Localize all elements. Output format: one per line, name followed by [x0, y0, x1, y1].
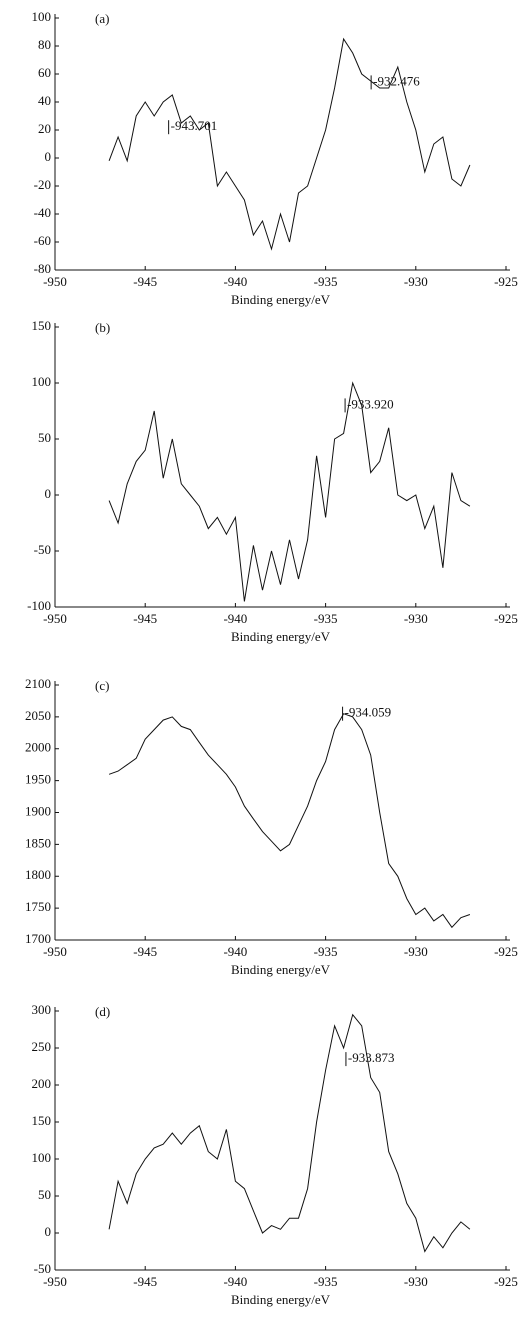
- x-tick-label: -925: [494, 1274, 518, 1289]
- y-tick-label: 1750: [25, 899, 51, 914]
- y-tick-label: 100: [32, 1150, 52, 1165]
- x-tick-label: -950: [43, 274, 67, 289]
- x-tick-label: -925: [494, 944, 518, 959]
- panel-label: (b): [95, 320, 110, 335]
- x-tick-label: -950: [43, 611, 67, 626]
- annotation: -933.873: [348, 1050, 395, 1065]
- x-tick-label: -950: [43, 944, 67, 959]
- y-tick-label: -80: [34, 261, 51, 276]
- data-line: [108, 713, 471, 929]
- y-tick-label: 50: [38, 1187, 51, 1202]
- y-tick-label: -50: [34, 542, 51, 557]
- y-tick-label: 80: [38, 37, 51, 52]
- x-tick-label: -935: [314, 274, 338, 289]
- x-axis-title: Binding energy/eV: [231, 962, 331, 977]
- x-tick-label: -925: [494, 274, 518, 289]
- x-tick-label: -940: [223, 274, 247, 289]
- y-tick-label: -40: [34, 205, 51, 220]
- x-tick-label: -930: [404, 274, 428, 289]
- annotation: -933.920: [347, 396, 394, 411]
- y-tick-label: 50: [38, 430, 51, 445]
- y-tick-label: 2050: [25, 708, 51, 723]
- panel-label: (a): [95, 11, 109, 26]
- annotation: -932.476: [373, 73, 420, 88]
- x-tick-label: -940: [223, 944, 247, 959]
- x-tick-label: -945: [133, 1274, 157, 1289]
- x-tick-label: -945: [133, 274, 157, 289]
- y-tick-label: 250: [32, 1039, 52, 1054]
- x-tick-label: -930: [404, 611, 428, 626]
- y-tick-label: 2100: [25, 676, 51, 691]
- y-tick-label: 150: [32, 1113, 52, 1128]
- x-tick-label: -930: [404, 944, 428, 959]
- y-tick-label: 300: [32, 1002, 52, 1017]
- x-tick-label: -925: [494, 611, 518, 626]
- y-tick-label: 1900: [25, 803, 51, 818]
- annotation: -943.701: [171, 118, 218, 133]
- y-tick-label: 100: [32, 9, 52, 24]
- y-tick-label: 20: [38, 121, 51, 136]
- y-tick-label: 0: [45, 486, 52, 501]
- y-tick-label: 40: [38, 93, 51, 108]
- y-tick-label: 1700: [25, 931, 51, 946]
- y-tick-label: 1800: [25, 867, 51, 882]
- x-axis-title: Binding energy/eV: [231, 1292, 331, 1307]
- data-line: [108, 1013, 471, 1253]
- data-line: [108, 381, 471, 602]
- x-tick-label: -930: [404, 1274, 428, 1289]
- data-line: [108, 37, 471, 251]
- x-tick-label: -945: [133, 611, 157, 626]
- y-tick-label: -60: [34, 233, 51, 248]
- y-tick-label: 0: [45, 149, 52, 164]
- x-tick-label: -935: [314, 611, 338, 626]
- x-tick-label: -940: [223, 1274, 247, 1289]
- y-tick-label: 60: [38, 65, 51, 80]
- y-tick-label: 200: [32, 1076, 52, 1091]
- annotation: -934.059: [345, 705, 392, 720]
- y-tick-label: 1950: [25, 772, 51, 787]
- x-axis-title: Binding energy/eV: [231, 629, 331, 644]
- x-tick-label: -945: [133, 944, 157, 959]
- x-tick-label: -950: [43, 1274, 67, 1289]
- y-tick-label: -100: [27, 598, 51, 613]
- y-tick-label: 1850: [25, 835, 51, 850]
- x-tick-label: -935: [314, 944, 338, 959]
- x-tick-label: -935: [314, 1274, 338, 1289]
- x-axis-title: Binding energy/eV: [231, 292, 331, 307]
- y-tick-label: 0: [45, 1224, 52, 1239]
- y-tick-label: 150: [32, 318, 52, 333]
- y-tick-label: -20: [34, 177, 51, 192]
- y-tick-label: -50: [34, 1261, 51, 1276]
- panel-label: (c): [95, 678, 109, 693]
- x-tick-label: -940: [223, 611, 247, 626]
- y-tick-label: 2000: [25, 740, 51, 755]
- y-tick-label: 100: [32, 374, 52, 389]
- panel-label: (d): [95, 1004, 110, 1019]
